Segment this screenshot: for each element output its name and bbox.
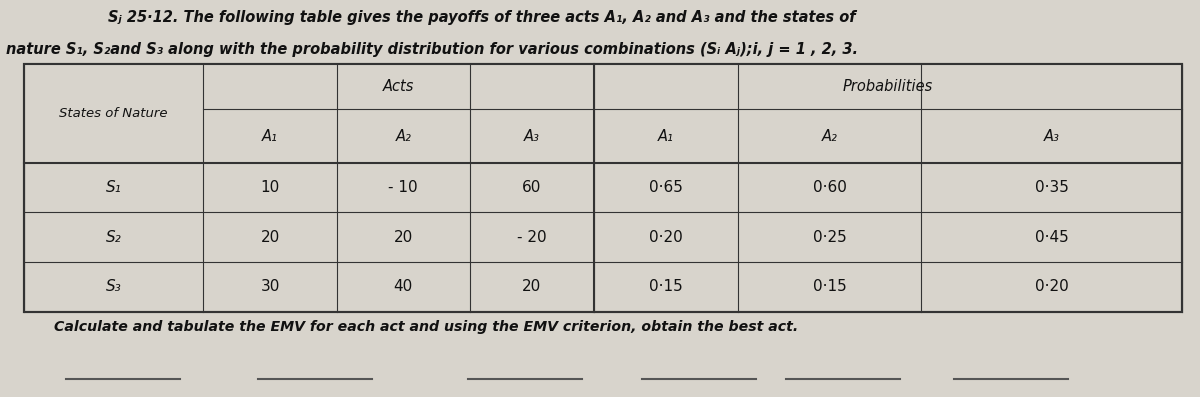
Bar — [594, 110, 738, 163]
Text: - 10: - 10 — [389, 180, 418, 195]
Text: 0·15: 0·15 — [649, 279, 683, 294]
Text: A₁: A₁ — [262, 129, 278, 144]
Bar — [922, 110, 1182, 163]
Text: A₂: A₂ — [822, 129, 838, 144]
Text: 0·35: 0·35 — [1034, 180, 1069, 195]
Text: Calculate and tabulate the EMV for each act and using the EMV criterion, obtain : Calculate and tabulate the EMV for each … — [54, 320, 798, 333]
Text: 30: 30 — [260, 279, 280, 294]
Text: 0·25: 0·25 — [814, 230, 847, 245]
Bar — [470, 110, 594, 163]
Bar — [24, 64, 1182, 312]
Bar — [204, 64, 594, 110]
Text: 0·15: 0·15 — [814, 279, 847, 294]
Text: A₃: A₃ — [1044, 129, 1060, 144]
Text: S₁: S₁ — [106, 180, 121, 195]
Text: A₂: A₂ — [395, 129, 412, 144]
Text: 0·60: 0·60 — [814, 180, 847, 195]
Text: A₁: A₁ — [658, 129, 674, 144]
Text: 0·65: 0·65 — [649, 180, 683, 195]
Text: S₃: S₃ — [106, 279, 121, 294]
Text: 20: 20 — [522, 279, 541, 294]
Bar — [738, 110, 922, 163]
Text: 10: 10 — [260, 180, 280, 195]
Text: States of Nature: States of Nature — [60, 107, 168, 119]
Text: A₃: A₃ — [524, 129, 540, 144]
Text: 0·20: 0·20 — [649, 230, 683, 245]
Text: 40: 40 — [394, 279, 413, 294]
Text: 0·20: 0·20 — [1034, 279, 1068, 294]
Text: 0·45: 0·45 — [1034, 230, 1068, 245]
Text: S₂: S₂ — [106, 230, 121, 245]
Text: Sⱼ 25·12. The following table gives the payoffs of three acts A₁, A₂ and A₃ and : Sⱼ 25·12. The following table gives the … — [108, 10, 856, 25]
Text: 20: 20 — [394, 230, 413, 245]
Bar — [24, 64, 204, 163]
Bar — [204, 110, 337, 163]
Text: 20: 20 — [260, 230, 280, 245]
Text: Acts: Acts — [383, 79, 414, 94]
Text: - 20: - 20 — [517, 230, 546, 245]
Bar — [594, 64, 1182, 110]
Text: nature S₁, S₂and S₃ along with the probability distribution for various combinat: nature S₁, S₂and S₃ along with the proba… — [6, 42, 858, 57]
Text: 60: 60 — [522, 180, 541, 195]
Bar — [337, 110, 470, 163]
Text: Probabilities: Probabilities — [842, 79, 932, 94]
Bar — [24, 64, 1182, 312]
